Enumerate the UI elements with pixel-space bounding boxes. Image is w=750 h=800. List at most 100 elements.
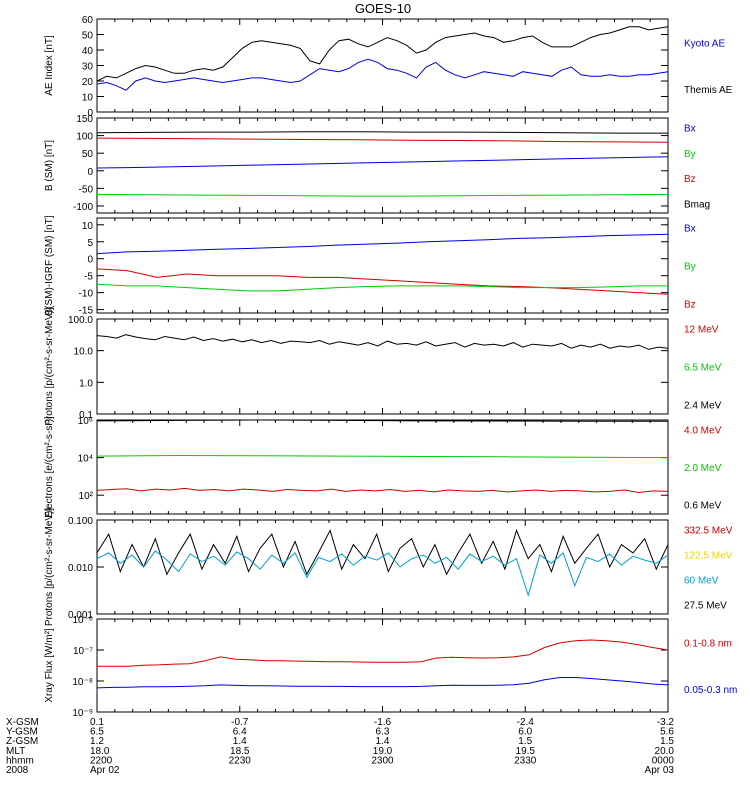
- y-tick-label: 30: [82, 62, 94, 73]
- panel-7: 10⁻⁹ 10⁻⁸ 10⁻⁷ 10⁻⁶ Xray Flux [W/m²] 0.1-0.8 …: [44, 615, 737, 719]
- x-row-value: 0.1: [90, 717, 104, 728]
- x-row-value: 6.3: [376, 727, 390, 738]
- series-line-bz: [97, 268, 668, 295]
- x-row-label: 2008: [6, 765, 29, 776]
- x-row-value: -3.2: [657, 717, 675, 728]
- legend-entry: 27.5 MeV: [684, 601, 727, 612]
- panel-frame: [96, 618, 669, 713]
- y-tick-label: 10⁴: [78, 454, 93, 465]
- y-axis-label: Electrons [e/(cm²-s-sr)]: [44, 416, 55, 518]
- x-row-value: 1.4: [376, 736, 390, 747]
- x-row-value: Apr 02: [90, 765, 120, 776]
- y-tick-label: 5: [87, 238, 93, 249]
- panel-1: 0 10 20 30 40 50 60 AE Index [nT] Kyoto AE Themis…: [44, 15, 733, 119]
- legend-entry: 2.0 MeV: [684, 463, 722, 474]
- y-axis-label: B(SM)-IGRF (SM) [nT]: [44, 215, 55, 315]
- series-line-bz: [97, 137, 668, 143]
- y-tick-label: 10.0: [74, 347, 94, 358]
- x-row-value: 18.5: [230, 746, 250, 757]
- series-line-27-5-mev: [97, 528, 668, 576]
- legend-entry: 332.5 MeV: [684, 525, 733, 536]
- x-row-value: 6.4: [233, 727, 247, 738]
- panel-frame: [96, 419, 669, 515]
- y-tick-label: 100: [76, 132, 93, 143]
- legend-entry: Themis AE: [684, 85, 733, 96]
- y-tick-label: 10⁻⁹: [72, 708, 93, 719]
- y-tick-label: 60: [82, 15, 94, 26]
- y-tick-label: 40: [82, 46, 94, 57]
- y-axis-label: B (SM) [nT]: [44, 140, 55, 191]
- y-tick-label: 0: [87, 255, 93, 266]
- series-line-2-4-mev: [97, 334, 668, 350]
- legend-entry: Bx: [684, 224, 696, 235]
- legend-entry: 0.6 MeV: [684, 501, 722, 512]
- y-tick-label: 0.1: [79, 410, 93, 421]
- x-row-label: Y-GSM: [6, 727, 38, 738]
- panel-frame: [96, 318, 669, 415]
- x-row-value: 19.0: [373, 746, 393, 757]
- y-tick-label: -100: [73, 202, 93, 213]
- x-row-label: X-GSM: [6, 717, 39, 728]
- y-axis-label: AE Index [nT]: [44, 35, 55, 96]
- x-row-value: 0000: [652, 755, 675, 766]
- y-tick-label: 10⁻⁶: [72, 615, 93, 626]
- y-tick-label: -50: [79, 184, 94, 195]
- y-tick-label: -10: [79, 289, 94, 300]
- legend-entry: By: [684, 262, 696, 273]
- x-row-value: 1.5: [660, 736, 674, 747]
- y-axis-label: Protons [p/(cm²-s-sr-MeV)]: [44, 307, 55, 426]
- series-line-kyoto-ae: [97, 58, 668, 91]
- legend-entry: Bmag: [684, 200, 710, 211]
- panel-frame: [96, 217, 669, 314]
- x-row-value: 2230: [229, 755, 252, 766]
- y-tick-label: 10⁻⁸: [72, 677, 93, 688]
- y-axis-label: Protons [p/(cm²-s-sr-MeV)]: [44, 508, 55, 627]
- x-row-value: 1.5: [518, 736, 532, 747]
- y-tick-label: 50: [82, 149, 94, 160]
- y-tick-label: 0: [87, 167, 93, 178]
- x-row-value: 6.5: [90, 727, 104, 738]
- y-tick-label: 0.001: [68, 610, 93, 621]
- x-row-value: 6.0: [518, 727, 532, 738]
- y-tick-label: -15: [79, 306, 94, 317]
- y-tick-label: -5: [84, 272, 93, 283]
- y-tick-label: 10: [82, 221, 94, 232]
- x-row-value: 2330: [514, 755, 537, 766]
- x-row-value: -2.4: [517, 717, 535, 728]
- legend-entry: 4.0 MeV: [684, 425, 722, 436]
- x-axis-table: X-GSM 0.1 -0.7 -1.6 -2.4 -3.2 Y-GSM 6.5 6.4 6.3 6.…: [6, 717, 674, 776]
- series-line-2-0-mev: [97, 454, 668, 459]
- legend-entry: Kyoto AE: [684, 38, 725, 49]
- series-line-4-0-mev: [97, 487, 668, 494]
- x-row-value: 1.2: [90, 736, 104, 747]
- series-line-60-mev: [97, 550, 668, 598]
- y-tick-label: 50: [82, 31, 94, 42]
- y-tick-label: 0.010: [68, 563, 93, 574]
- series-line-by: [97, 193, 668, 197]
- x-row-value: -0.7: [231, 717, 249, 728]
- series-line-bmag: [97, 131, 668, 134]
- legend-entry: Bz: [684, 174, 696, 185]
- series-line-0-6-mev: [97, 420, 668, 422]
- y-tick-label: 150: [76, 114, 93, 125]
- x-row-value: 20.0: [655, 746, 675, 757]
- series-line-0-05-0-3-nm: [97, 677, 668, 689]
- y-tick-label: 0.100: [68, 516, 93, 527]
- legend-entry: 12 MeV: [684, 325, 719, 336]
- y-axis-label: Xray Flux [W/m²]: [44, 628, 55, 703]
- legend-entry: 0.1-0.8 nm: [684, 638, 732, 649]
- series-line-0-1-0-8-nm: [97, 639, 668, 667]
- x-row-label: hhmm: [6, 755, 34, 766]
- y-tick-label: 10⁶: [78, 416, 93, 427]
- x-row-value: Apr 03: [645, 765, 675, 776]
- x-row-label: Z-GSM: [6, 736, 38, 747]
- panel-4: 0.1 1.0 10.0 100.0 Protons [p/(cm²-s-sr-MeV)…: [44, 307, 722, 426]
- panel-2: -100 -50 0 50 100 150 B (SM) [nT] Bx By Bz Bmag: [44, 114, 710, 214]
- y-tick-label: 10: [82, 93, 94, 104]
- legend-entry: 60 MeV: [684, 576, 719, 587]
- legend-entry: 6.5 MeV: [684, 363, 722, 374]
- y-tick-label: 1.0: [79, 378, 93, 389]
- panel-5: 10² 10⁴ 10⁶ Electrons [e/(cm²-s-sr)] 4.0 MeV…: [44, 416, 722, 518]
